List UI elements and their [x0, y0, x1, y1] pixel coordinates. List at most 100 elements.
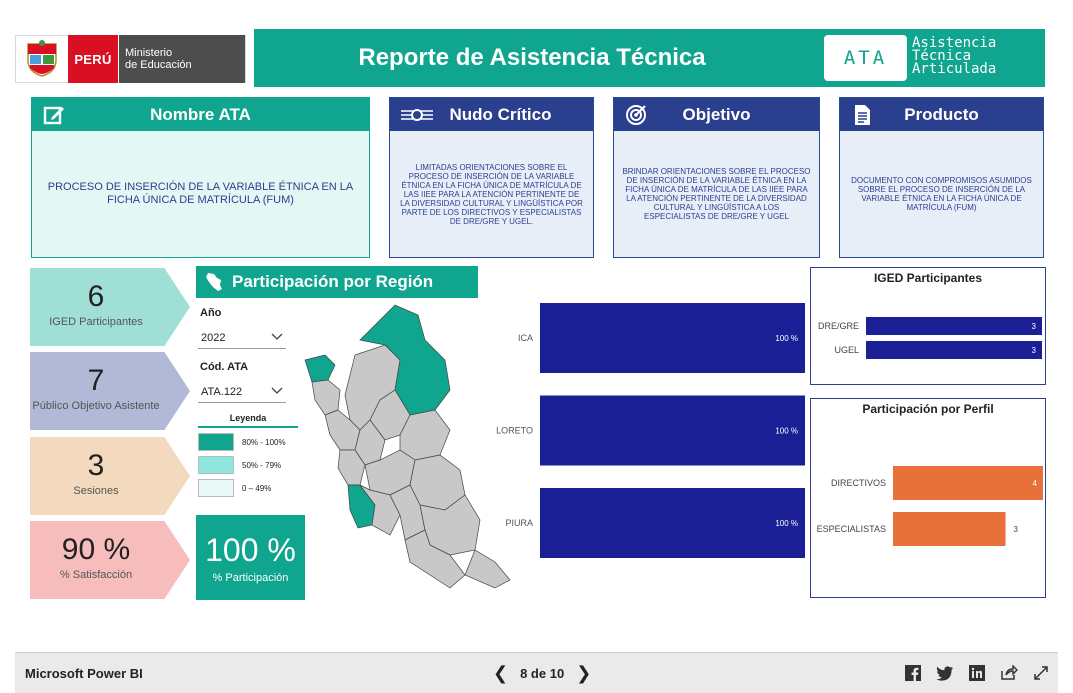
- ata-full-line-1: Asistencia: [912, 35, 997, 51]
- ministry-name: Ministerio de Educación: [118, 35, 245, 83]
- map-region-gray: [464, 549, 511, 589]
- ministry-logo: PERÚ Ministerio de Educación: [15, 35, 246, 83]
- perfil-value-label: 3: [1014, 525, 1019, 534]
- perfil-category-label: ESPECIALISTAS: [817, 524, 886, 534]
- iged-bar-chart[interactable]: DRE/GRE 3 UGEL 3: [811, 285, 1045, 381]
- region-bar-chart[interactable]: ICA 100 % LORETO 100 % PIURA 100 %: [490, 295, 810, 565]
- participation-percentage-card: 100 % % Participación: [196, 515, 305, 600]
- card-nudo-critico: Nudo Crítico LIMITADAS ORIENTACIONES SOB…: [389, 97, 594, 258]
- year-dropdown[interactable]: 2022: [198, 327, 286, 349]
- region-value-label: 100 %: [775, 519, 798, 528]
- region-bar[interactable]: [540, 395, 805, 466]
- card-nombre-head: Nombre ATA: [32, 98, 369, 131]
- chevron-down-icon: [271, 386, 283, 398]
- twitter-icon[interactable]: [936, 664, 954, 682]
- ata-code-value: ATA.122: [201, 385, 243, 398]
- card-nudo-body: LIMITADAS ORIENTACIONES SOBRE EL PROCESO…: [390, 131, 593, 257]
- target-icon: [624, 103, 648, 127]
- region-category-label: PIURA: [505, 518, 533, 528]
- ata-full-line-2: Técnica: [912, 48, 972, 64]
- legend-label: 0 – 49%: [242, 483, 272, 493]
- page-navigator: ❮ 8 de 10 ❯: [481, 663, 603, 684]
- kpi-label: % Satisfacción: [59, 569, 133, 581]
- region-bar[interactable]: [540, 488, 805, 558]
- ministry-line-2: de Educación: [125, 59, 192, 71]
- ata-full-line-3: Articulada: [912, 61, 997, 77]
- document-icon: [850, 103, 874, 127]
- powerbi-brand-link[interactable]: Microsoft Power BI: [25, 665, 143, 681]
- card-producto-title: Producto: [904, 104, 979, 124]
- region-category-label: LORETO: [496, 426, 533, 436]
- edit-icon: [42, 103, 66, 127]
- year-value: 2022: [201, 331, 226, 344]
- legend-label: 80% - 100%: [242, 437, 286, 447]
- participation-title: Participación por Región: [232, 272, 434, 291]
- page-indicator: 8 de 10: [520, 665, 565, 681]
- kpi-value: 90 %: [61, 533, 131, 566]
- iged-bar[interactable]: [866, 341, 1042, 359]
- ministry-line-1: Ministerio: [125, 47, 173, 59]
- card-producto: Producto DOCUMENTO CON COMPROMISOS ASUMI…: [839, 97, 1044, 258]
- linkedin-icon[interactable]: [968, 664, 986, 682]
- perfil-bar[interactable]: [893, 512, 1006, 546]
- iged-bar[interactable]: [866, 317, 1042, 335]
- map-region-loreto: [359, 304, 451, 416]
- region-category-label: ICA: [518, 333, 533, 343]
- legend-swatch: [198, 456, 234, 474]
- card-producto-head: Producto: [840, 98, 1043, 131]
- iged-category-label: DRE/GRE: [818, 321, 859, 331]
- iged-chart-title: IGED Participantes: [873, 271, 983, 285]
- legend-swatch: [198, 479, 234, 497]
- card-nudo-title: Nudo Crítico: [449, 104, 552, 124]
- map-legend: Leyenda 80% - 100% 50% - 79% 0 – 49%: [198, 413, 298, 497]
- powerbi-footer: Microsoft Power BI ❮ 8 de 10 ❯: [15, 652, 1058, 693]
- card-objetivo: Objetivo BRINDAR ORIENTACIONES SOBRE EL …: [613, 97, 820, 258]
- fullscreen-icon[interactable]: [1032, 664, 1050, 682]
- kpi-sesiones: 3 Sesiones: [30, 437, 190, 515]
- iged-chart-panel: IGED Participantes DRE/GRE 3 UGEL 3: [810, 267, 1046, 385]
- card-nudo-head: Nudo Crítico: [390, 98, 593, 131]
- coat-of-arms-icon: [22, 39, 62, 79]
- card-producto-body: DOCUMENTO CON COMPROMISOS ASUMIDOS SOBRE…: [840, 131, 1043, 257]
- share-icon[interactable]: [1000, 664, 1018, 682]
- year-label: Año: [200, 307, 222, 319]
- peru-region-map[interactable]: [300, 300, 515, 590]
- participation-percentage-value: 100 %: [205, 531, 296, 568]
- kpi-label: IGED Participantes: [49, 316, 143, 328]
- legend-title: Leyenda: [198, 413, 298, 428]
- knot-icon: [400, 103, 434, 127]
- page-title: Reporte de Asistencia Técnica: [358, 44, 706, 71]
- ata-code-label: Cód. ATA: [200, 361, 249, 373]
- perfil-category-label: DIRECTIVOS: [831, 478, 886, 488]
- chevron-down-icon: [271, 332, 283, 344]
- card-objetivo-title: Objetivo: [682, 104, 751, 124]
- ata-code-dropdown[interactable]: ATA.122: [198, 381, 286, 403]
- title-bar: Reporte de Asistencia Técnica ATA Asiste…: [254, 29, 1045, 87]
- kpi-publico-objetivo: 7 Público Objetivo Asistente: [30, 352, 190, 430]
- map-region-gray: [311, 379, 341, 416]
- kpi-iged-participantes: 6 IGED Participantes: [30, 268, 190, 346]
- share-toolbar: [890, 664, 1050, 682]
- perfil-bar[interactable]: [893, 466, 1043, 500]
- iged-value-label: 3: [1032, 322, 1037, 331]
- card-objetivo-head: Objetivo: [614, 98, 819, 131]
- card-nombre-body: PROCESO DE INSERCIÓN DE LA VARIABLE ÉTNI…: [32, 131, 369, 257]
- kpi-satisfaccion: 90 % % Satisfacción: [30, 521, 190, 599]
- prev-page-button[interactable]: ❮: [493, 662, 509, 683]
- ata-full-name: Asistencia Técnica Articulada: [912, 35, 997, 77]
- kpi-value: 3: [87, 449, 105, 482]
- map-region-tumbes: [304, 354, 336, 383]
- legend-item: 50% - 79%: [198, 456, 298, 474]
- region-bar[interactable]: [540, 303, 805, 373]
- kpi-label: Público Objetivo Asistente: [32, 400, 160, 412]
- card-objetivo-body: BRINDAR ORIENTACIONES SOBRE EL PROCESO D…: [614, 131, 819, 257]
- next-page-button[interactable]: ❯: [576, 662, 592, 683]
- facebook-icon[interactable]: [904, 664, 922, 682]
- region-value-label: 100 %: [775, 427, 798, 436]
- region-value-label: 100 %: [775, 334, 798, 343]
- perfil-chart-panel: Participación por Perfil DIRECTIVOS 4 ESPE…: [810, 398, 1046, 598]
- map-region-gray: [359, 484, 401, 536]
- card-nombre-ata: Nombre ATA PROCESO DE INSERCIÓN DE LA VA…: [31, 97, 370, 258]
- perfil-bar-chart[interactable]: DIRECTIVOS 4 ESPECIALISTAS 3: [811, 416, 1045, 594]
